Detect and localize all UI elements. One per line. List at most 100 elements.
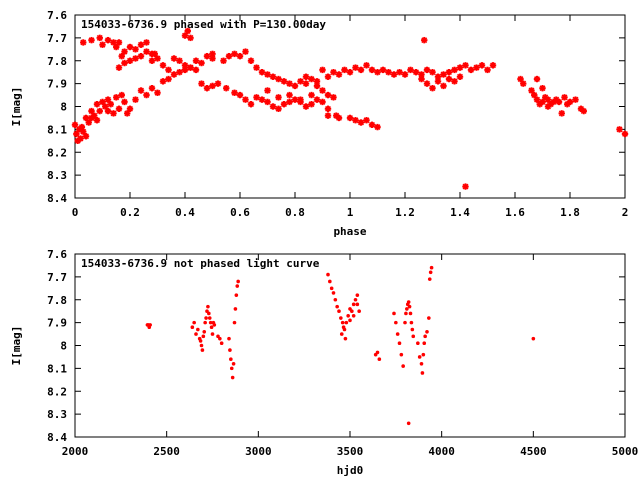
- data-point: [165, 66, 172, 74]
- data-point: [96, 107, 103, 115]
- data-point: [231, 362, 236, 366]
- data-point: [291, 96, 299, 103]
- data-point: [196, 327, 200, 332]
- data-point: [340, 320, 345, 325]
- data-point: [484, 66, 491, 74]
- data-point: [104, 36, 112, 44]
- data-point: [462, 183, 469, 190]
- data-point: [313, 82, 321, 90]
- data-point: [286, 98, 293, 106]
- data-point: [411, 334, 416, 339]
- data-point: [368, 66, 376, 74]
- data-point: [319, 66, 326, 74]
- data-point: [335, 71, 343, 78]
- data-point: [467, 66, 475, 74]
- data-point: [234, 293, 239, 297]
- data-point: [148, 57, 156, 64]
- data-point: [113, 94, 120, 101]
- data-point: [204, 316, 208, 320]
- x-tick-label: 2000: [62, 445, 89, 458]
- data-point: [368, 121, 376, 128]
- data-point: [258, 96, 266, 103]
- data-point: [429, 265, 434, 270]
- data-point: [192, 66, 200, 74]
- data-point: [308, 75, 315, 83]
- data-point: [456, 73, 464, 80]
- data-point: [417, 355, 422, 359]
- y-tick-label: 7.8: [47, 294, 67, 307]
- data-point: [88, 107, 95, 115]
- y-tick-label: 8.4: [47, 431, 67, 444]
- data-point: [329, 286, 334, 291]
- data-point: [280, 78, 288, 85]
- data-point: [225, 52, 233, 60]
- data-point: [137, 41, 145, 48]
- data-point: [275, 105, 282, 112]
- data-point: [247, 101, 255, 108]
- data-point: [423, 80, 431, 87]
- data-point: [126, 105, 134, 112]
- data-point: [170, 71, 178, 78]
- y-tick-label: 8.3: [47, 169, 67, 182]
- data-point: [302, 73, 310, 80]
- data-point: [219, 341, 224, 346]
- data-point: [242, 48, 249, 55]
- data-point: [192, 320, 196, 325]
- data-point: [544, 96, 552, 103]
- data-point: [324, 73, 332, 80]
- y-tick-label: 7.7: [47, 32, 67, 45]
- data-point: [374, 68, 381, 76]
- data-point: [176, 57, 183, 64]
- data-point: [351, 313, 356, 318]
- data-point: [375, 350, 380, 355]
- data-point: [132, 46, 139, 53]
- plot-title: 154033-6736.9 not phased light curve: [81, 257, 320, 270]
- data-point: [190, 325, 195, 330]
- data-point: [405, 307, 409, 311]
- data-point: [302, 103, 310, 110]
- data-point: [406, 421, 411, 426]
- data-point: [555, 98, 563, 106]
- data-point: [335, 304, 339, 309]
- y-tick-label: 7.9: [47, 317, 67, 330]
- data-point: [418, 75, 425, 83]
- data-point: [218, 336, 222, 341]
- data-point: [473, 64, 480, 71]
- data-point: [341, 66, 348, 74]
- data-point: [355, 293, 360, 297]
- data-point: [429, 85, 436, 92]
- x-tick-label: 0.2: [120, 206, 140, 219]
- data-point: [113, 43, 120, 51]
- data-series: [145, 265, 536, 426]
- data-point: [357, 119, 365, 126]
- data-point: [132, 55, 139, 62]
- data-point: [520, 80, 527, 87]
- data-point: [528, 87, 535, 94]
- x-tick-label: 0.8: [285, 206, 305, 219]
- data-point: [236, 91, 244, 99]
- data-point: [539, 85, 546, 92]
- data-point: [395, 332, 400, 336]
- data-point: [181, 32, 189, 39]
- data-point: [478, 62, 486, 69]
- data-point: [331, 291, 336, 295]
- data-point: [187, 64, 194, 71]
- x-tick-label: 1.4: [450, 206, 470, 219]
- data-point: [264, 71, 271, 78]
- data-point: [115, 39, 123, 46]
- data-point: [201, 334, 206, 339]
- y-tick-label: 8.4: [47, 192, 67, 205]
- y-tick-label: 8: [60, 101, 67, 114]
- data-point: [80, 39, 87, 46]
- data-point: [82, 133, 90, 140]
- data-point: [427, 277, 432, 281]
- x-axis-title: hjd0: [337, 464, 364, 477]
- data-point: [148, 50, 156, 58]
- data-point: [385, 68, 392, 76]
- data-point: [121, 59, 128, 67]
- y-tick-label: 8.1: [47, 362, 67, 375]
- data-point: [346, 68, 354, 76]
- data-point: [207, 311, 211, 316]
